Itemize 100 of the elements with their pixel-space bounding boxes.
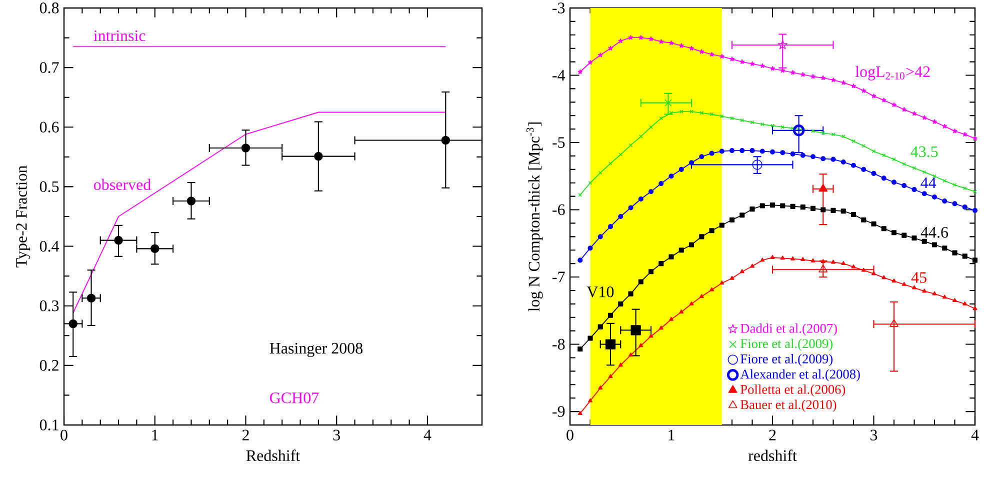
point — [790, 204, 796, 209]
x-tick-label: 4 — [971, 430, 979, 440]
point — [729, 217, 735, 222]
point — [790, 256, 795, 260]
point — [628, 352, 633, 357]
x-axis-title: Redshift — [246, 450, 300, 462]
point — [628, 143, 633, 148]
series-label: 45 — [911, 272, 926, 283]
point — [912, 285, 916, 290]
point — [668, 174, 674, 179]
point — [882, 275, 886, 280]
series-label: intrinsic — [94, 30, 146, 42]
point — [730, 276, 734, 280]
point — [902, 282, 906, 286]
point — [598, 385, 603, 390]
x-tick-label: 1 — [152, 430, 158, 440]
point — [872, 271, 876, 276]
point — [578, 346, 583, 352]
point — [699, 49, 704, 54]
point — [922, 170, 926, 174]
y-tick-label: -8 — [552, 338, 565, 350]
point — [740, 118, 744, 122]
point — [669, 316, 674, 321]
point — [962, 301, 968, 306]
point — [800, 204, 806, 210]
point — [770, 202, 776, 208]
point — [618, 301, 624, 306]
point — [578, 411, 582, 416]
point — [922, 191, 927, 196]
y-axis-title: log N Compton-thick [Mpc$^{-3}$] — [526, 122, 543, 312]
series-label: logL$_{2-10}$>42 — [855, 66, 930, 80]
point — [942, 178, 947, 183]
y-tick-label: -7 — [552, 272, 565, 282]
point — [972, 306, 978, 310]
point — [962, 132, 968, 137]
point — [942, 246, 948, 251]
point — [790, 70, 796, 75]
x-tick-label: 1 — [668, 430, 674, 440]
point — [678, 43, 684, 48]
point — [750, 264, 754, 268]
point — [598, 324, 603, 330]
point — [618, 152, 623, 157]
point — [699, 234, 704, 240]
point — [932, 194, 938, 200]
y-tick-label: 0.4 — [40, 240, 60, 252]
point — [719, 54, 724, 59]
series-label: 43.5 — [910, 146, 938, 158]
point — [314, 152, 323, 161]
point — [186, 196, 196, 206]
point — [658, 326, 664, 330]
point — [840, 159, 846, 165]
point — [760, 63, 765, 68]
point — [830, 77, 836, 82]
point — [608, 312, 614, 318]
point — [658, 181, 664, 186]
point — [68, 319, 78, 328]
point — [932, 291, 937, 296]
point — [618, 214, 624, 220]
x-tick-label: 0 — [566, 430, 574, 440]
point — [628, 291, 634, 296]
point — [820, 75, 826, 80]
point — [780, 68, 786, 73]
y-tick-label: -5 — [552, 137, 565, 148]
point — [699, 154, 704, 160]
y-tick-label: 0.5 — [40, 181, 59, 192]
point — [922, 238, 927, 244]
point — [679, 309, 684, 314]
point — [862, 144, 866, 148]
point — [942, 294, 947, 299]
point — [861, 166, 866, 172]
point — [719, 222, 724, 228]
point — [638, 196, 644, 202]
point — [598, 52, 603, 58]
point — [871, 170, 876, 176]
point — [800, 152, 806, 158]
point — [760, 203, 765, 208]
point — [608, 374, 613, 378]
point — [668, 254, 674, 260]
point — [932, 119, 937, 124]
point — [700, 111, 704, 115]
point — [830, 156, 836, 162]
point — [740, 59, 745, 64]
point — [861, 268, 866, 272]
x-tick-label: 2 — [769, 430, 776, 440]
point — [760, 122, 764, 126]
y-axis-title: Type-2 Fraction — [16, 166, 30, 268]
point — [689, 301, 694, 306]
x-tick-label: 3 — [333, 430, 340, 440]
point — [618, 362, 623, 367]
point — [588, 246, 593, 251]
y-tick-label: -4 — [552, 70, 566, 81]
y-tick-label: 0.8 — [40, 2, 59, 14]
y-tick-label: -3 — [552, 2, 565, 14]
point — [688, 160, 694, 166]
point — [778, 40, 788, 50]
point — [820, 156, 826, 162]
point — [912, 187, 917, 192]
point — [872, 149, 876, 154]
point — [851, 83, 856, 88]
legend-label: Alexander et al.(2008) — [740, 369, 860, 382]
